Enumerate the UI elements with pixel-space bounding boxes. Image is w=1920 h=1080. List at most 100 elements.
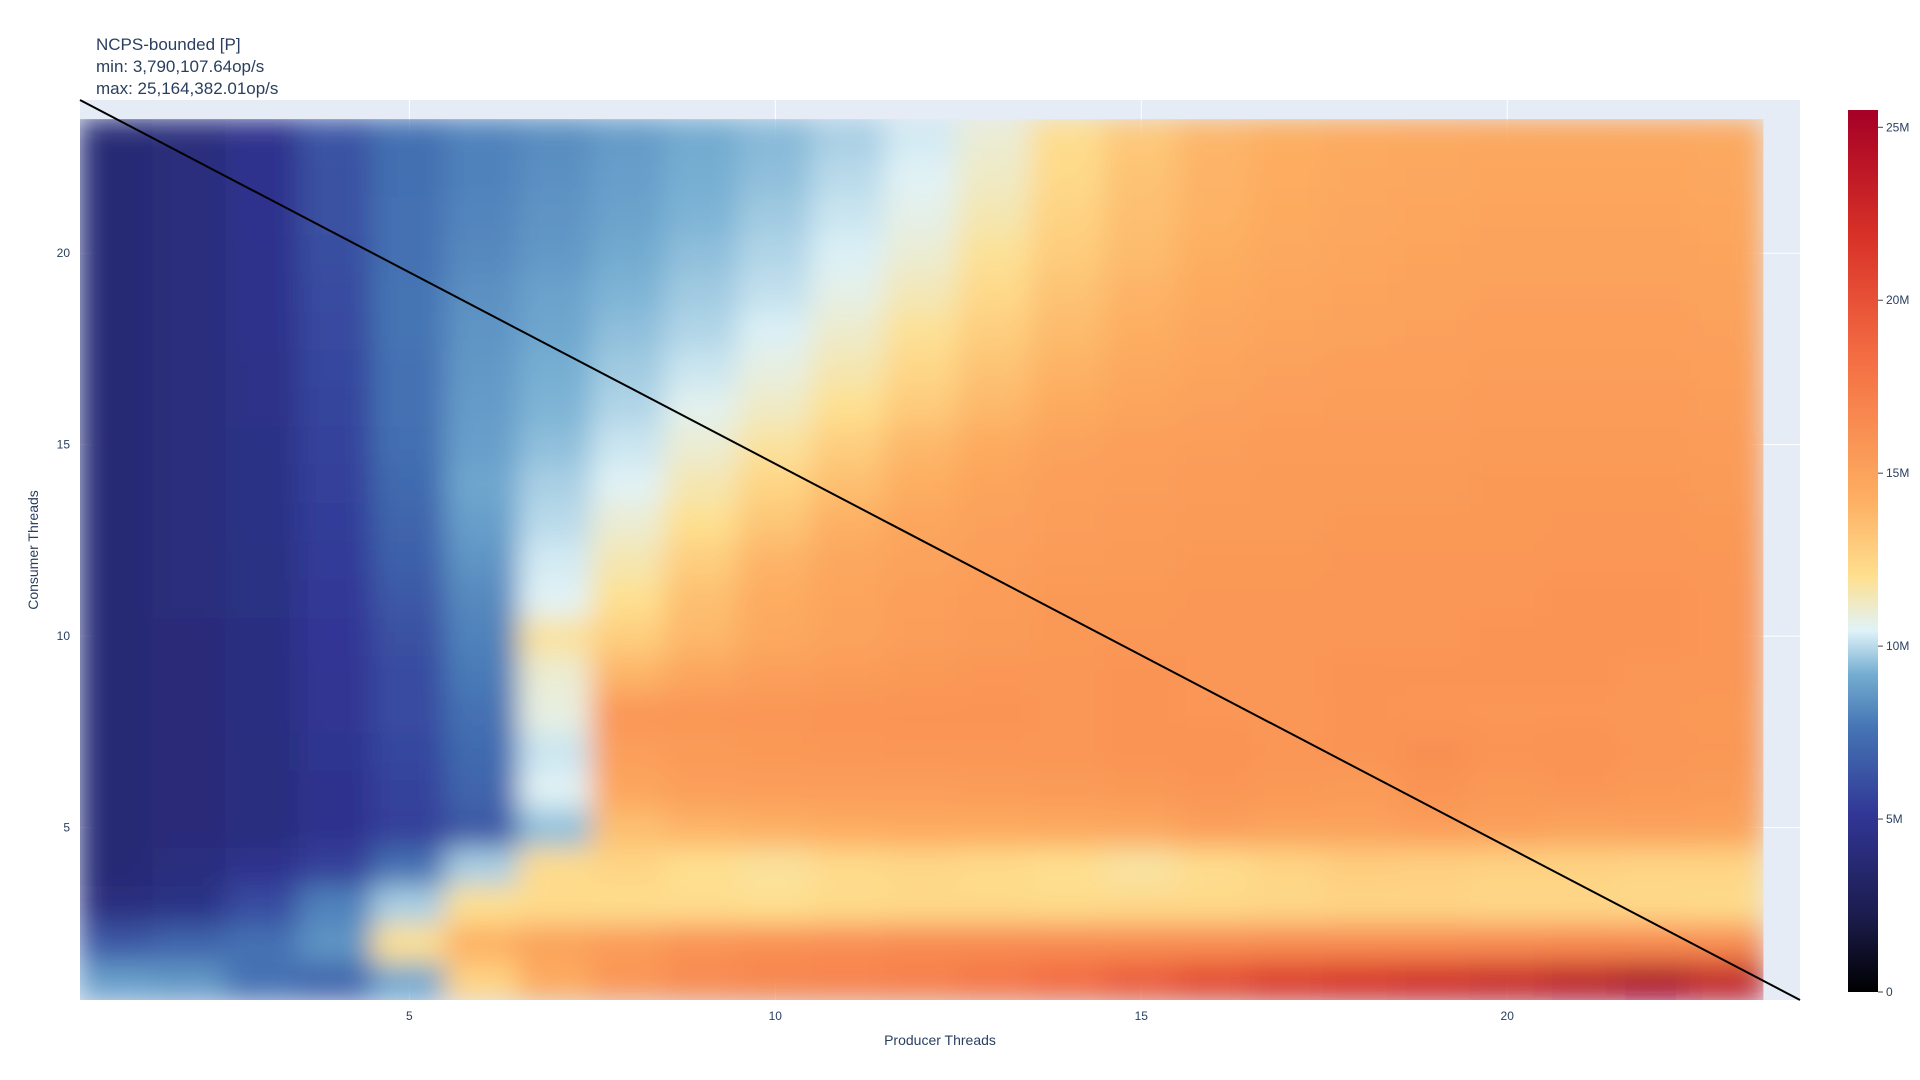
heatmap-cell (1103, 462, 1179, 504)
heatmap-cell (444, 769, 521, 810)
heatmap-cell (591, 577, 667, 619)
heatmap-cell (80, 194, 155, 236)
heatmap-cell (1469, 654, 1545, 695)
heatmap-cell (810, 309, 887, 350)
heatmap-cell (1250, 960, 1326, 1001)
heatmap-cell (444, 347, 521, 389)
heatmap-cell (1176, 539, 1253, 580)
heatmap-cell (664, 347, 740, 389)
heatmap-cell (1689, 271, 1764, 312)
heatmap-cell (1176, 386, 1253, 427)
heatmap-cell (1469, 462, 1545, 504)
heatmap-cell (1323, 309, 1399, 350)
heatmap-cell (518, 884, 594, 925)
heatmap-cell (957, 233, 1033, 274)
heatmap-cell (1030, 960, 1106, 1001)
y-tick-label: 20 (57, 246, 71, 260)
heatmap-cell (444, 922, 521, 963)
heatmap-cell (80, 119, 155, 159)
heatmap-cell (810, 577, 887, 619)
heatmap-cell (1250, 347, 1326, 389)
heatmap-cell (1103, 119, 1179, 159)
heatmap-cell (957, 501, 1033, 542)
heatmap-cell (1616, 730, 1692, 772)
heatmap-cell (957, 347, 1033, 389)
heatmap-cell (1396, 807, 1472, 848)
heatmap-cell (1250, 156, 1326, 197)
heatmap-cell (1469, 424, 1545, 465)
heatmap-cell (1030, 462, 1106, 504)
heatmap-cell (737, 462, 813, 504)
heatmap-cell (591, 845, 667, 887)
heatmap-cell (1616, 194, 1692, 236)
heatmap-cell (1689, 156, 1764, 197)
x-tick-label: 10 (769, 1009, 783, 1023)
heatmap-cell (1616, 271, 1692, 312)
y-axis-label: Consumer Threads (25, 490, 41, 610)
heatmap-cell (152, 271, 228, 312)
heatmap-cell (225, 884, 301, 925)
heatmap-cell (737, 769, 813, 810)
heatmap-cell (1689, 692, 1764, 733)
heatmap-cell (884, 692, 960, 733)
heatmap-cell (1176, 922, 1253, 963)
heatmap-cell (518, 577, 594, 619)
heatmap-cell (444, 730, 521, 772)
heatmap-cell (737, 922, 813, 963)
heatmap-cell (1176, 119, 1253, 159)
heatmap-cell (80, 692, 155, 733)
heatmap-cell (664, 922, 740, 963)
heatmap-cell (1030, 845, 1106, 887)
heatmap-cell (591, 119, 667, 159)
heatmap-cell (1176, 654, 1253, 695)
heatmap-cell (1176, 845, 1253, 887)
heatmap-cell (371, 119, 447, 159)
heatmap-cell (152, 769, 228, 810)
heatmap-cell (591, 654, 667, 695)
heatmap-cell (518, 922, 594, 963)
heatmap-cell (664, 577, 740, 619)
heatmap-cell (225, 386, 301, 427)
heatmap-cell (1323, 884, 1399, 925)
heatmap-cell (1616, 156, 1692, 197)
heatmap-cell (1689, 807, 1764, 848)
heatmap-cell (1542, 119, 1619, 159)
heatmap-cell (1616, 692, 1692, 733)
heatmap-cell (1396, 845, 1472, 887)
heatmap-cell (737, 271, 813, 312)
heatmap-cell (1323, 577, 1399, 619)
heatmap-cell (810, 156, 887, 197)
heatmap-cell (957, 960, 1033, 1001)
heatmap-cell (1250, 462, 1326, 504)
x-axis-ticks: 5 10 15 20 (406, 1009, 1514, 1023)
heatmap-cells (80, 119, 1764, 1001)
heatmap-cell (1176, 271, 1253, 312)
heatmap-cell (591, 309, 667, 350)
y-axis-ticks: 5 10 15 20 (57, 246, 71, 834)
heatmap-cell (298, 922, 374, 963)
heatmap-cell (1250, 233, 1326, 274)
heatmap-cell (1250, 424, 1326, 465)
heatmap-cell (1396, 156, 1472, 197)
heatmap-cell (1396, 119, 1472, 159)
heatmap-cell (518, 233, 594, 274)
heatmap-cell (1103, 654, 1179, 695)
heatmap-cell (225, 424, 301, 465)
heatmap-cell (664, 769, 740, 810)
heatmap-cell (298, 347, 374, 389)
heatmap-cell (1030, 654, 1106, 695)
heatmap-cell (884, 424, 960, 465)
heatmap-cell (1176, 692, 1253, 733)
heatmap-cell (152, 501, 228, 542)
heatmap-cell (298, 769, 374, 810)
heatmap-cell (80, 845, 155, 887)
heatmap-cell (884, 807, 960, 848)
heatmap-cell (371, 692, 447, 733)
heatmap-cell (591, 960, 667, 1001)
heatmap-cell (1689, 539, 1764, 580)
heatmap-cell (518, 386, 594, 427)
heatmap-cell (737, 233, 813, 274)
heatmap-cell (1542, 730, 1619, 772)
heatmap-cell (1396, 692, 1472, 733)
heatmap-cell (1469, 156, 1545, 197)
